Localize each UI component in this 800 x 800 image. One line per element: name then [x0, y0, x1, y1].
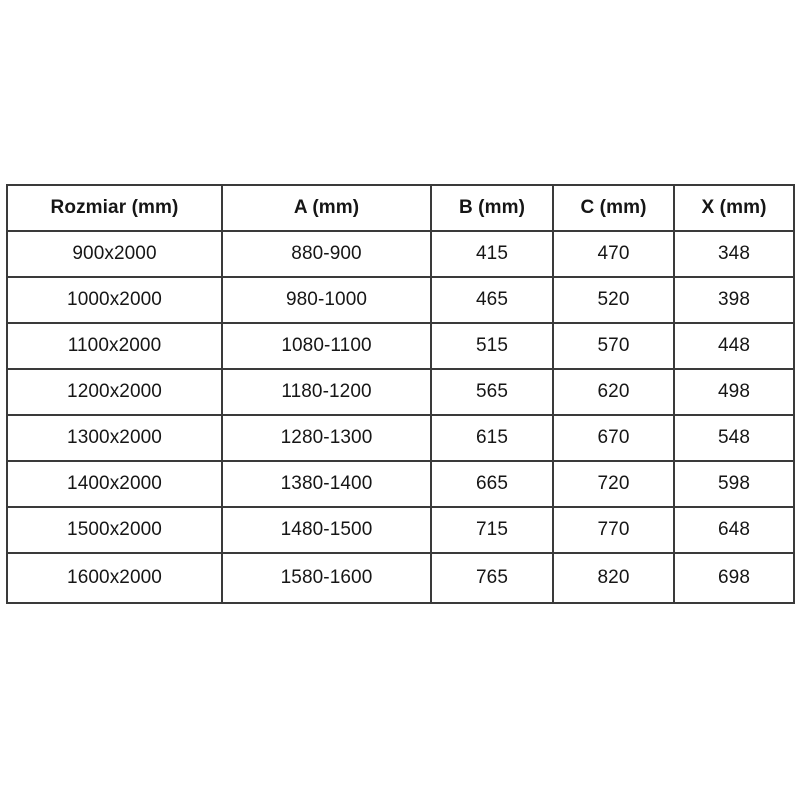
table-row: 1100x2000 1080-1100 515 570 448: [6, 322, 795, 370]
cell-c: 470: [552, 230, 675, 278]
cell-b: 615: [430, 414, 554, 462]
cell-x: 648: [673, 506, 795, 554]
cell-c: 820: [552, 552, 675, 604]
cell-x: 698: [673, 552, 795, 604]
table-row: 1400x2000 1380-1400 665 720 598: [6, 460, 795, 508]
table-row: 1600x2000 1580-1600 765 820 698: [6, 552, 795, 604]
cell-a: 1280-1300: [221, 414, 432, 462]
cell-b: 765: [430, 552, 554, 604]
cell-rozmiar: 1400x2000: [6, 460, 223, 508]
cell-b: 465: [430, 276, 554, 324]
column-header-c: C (mm): [552, 184, 675, 232]
table-row: 1200x2000 1180-1200 565 620 498: [6, 368, 795, 416]
column-header-rozmiar: Rozmiar (mm): [6, 184, 223, 232]
table-row: 1500x2000 1480-1500 715 770 648: [6, 506, 795, 554]
cell-c: 570: [552, 322, 675, 370]
column-header-b: B (mm): [430, 184, 554, 232]
specification-table: Rozmiar (mm) A (mm) B (mm) C (mm) X (mm)…: [6, 184, 795, 604]
cell-c: 520: [552, 276, 675, 324]
cell-rozmiar: 1000x2000: [6, 276, 223, 324]
cell-rozmiar: 1600x2000: [6, 552, 223, 604]
cell-x: 448: [673, 322, 795, 370]
cell-c: 620: [552, 368, 675, 416]
cell-x: 548: [673, 414, 795, 462]
cell-a: 1380-1400: [221, 460, 432, 508]
cell-rozmiar: 1300x2000: [6, 414, 223, 462]
cell-a: 1080-1100: [221, 322, 432, 370]
column-header-x: X (mm): [673, 184, 795, 232]
cell-b: 415: [430, 230, 554, 278]
table-row: 900x2000 880-900 415 470 348: [6, 230, 795, 278]
cell-x: 398: [673, 276, 795, 324]
cell-rozmiar: 1200x2000: [6, 368, 223, 416]
specification-table-container: Rozmiar (mm) A (mm) B (mm) C (mm) X (mm)…: [6, 184, 795, 604]
table-row: 1300x2000 1280-1300 615 670 548: [6, 414, 795, 462]
cell-a: 1580-1600: [221, 552, 432, 604]
table-header: Rozmiar (mm) A (mm) B (mm) C (mm) X (mm): [6, 184, 795, 232]
cell-rozmiar: 900x2000: [6, 230, 223, 278]
table-header-row: Rozmiar (mm) A (mm) B (mm) C (mm) X (mm): [6, 184, 795, 232]
cell-a: 1180-1200: [221, 368, 432, 416]
cell-rozmiar: 1500x2000: [6, 506, 223, 554]
cell-b: 565: [430, 368, 554, 416]
table-row: 1000x2000 980-1000 465 520 398: [6, 276, 795, 324]
cell-c: 770: [552, 506, 675, 554]
cell-x: 498: [673, 368, 795, 416]
cell-x: 348: [673, 230, 795, 278]
cell-b: 665: [430, 460, 554, 508]
cell-x: 598: [673, 460, 795, 508]
cell-a: 1480-1500: [221, 506, 432, 554]
cell-a: 980-1000: [221, 276, 432, 324]
cell-b: 715: [430, 506, 554, 554]
cell-a: 880-900: [221, 230, 432, 278]
cell-c: 720: [552, 460, 675, 508]
cell-b: 515: [430, 322, 554, 370]
cell-c: 670: [552, 414, 675, 462]
cell-rozmiar: 1100x2000: [6, 322, 223, 370]
column-header-a: A (mm): [221, 184, 432, 232]
table-body: 900x2000 880-900 415 470 348 1000x2000 9…: [6, 230, 795, 604]
